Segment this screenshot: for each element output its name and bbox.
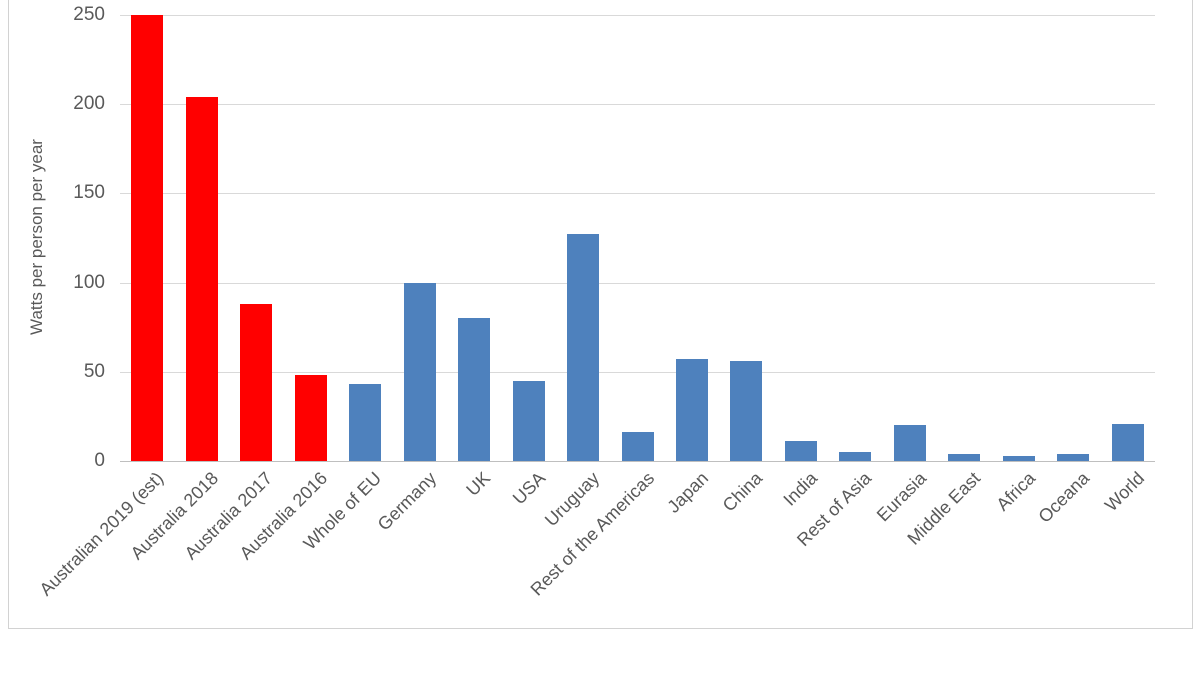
plot-area: 0 50 100 150 200 250 Australian 2019 (est) Aust… bbox=[36, 4, 1155, 600]
x-tick-label: World bbox=[1100, 468, 1148, 516]
bar bbox=[730, 361, 763, 461]
x-axis-line bbox=[120, 461, 1155, 462]
bar bbox=[948, 453, 981, 461]
gridline bbox=[120, 15, 1155, 16]
bar bbox=[131, 15, 164, 461]
bar bbox=[675, 359, 708, 461]
bar bbox=[1111, 423, 1144, 461]
bar bbox=[839, 452, 872, 461]
bar bbox=[240, 304, 273, 461]
bar bbox=[458, 318, 491, 461]
bar-chart: Watts per person per year 0 50 100 150 200 25… bbox=[27, 4, 1155, 600]
bar bbox=[784, 441, 817, 461]
x-tick-label: Oceana bbox=[1034, 468, 1094, 527]
x-tick-label: Africa bbox=[992, 468, 1039, 515]
y-tick-label: 50 bbox=[83, 360, 105, 382]
bar bbox=[893, 425, 926, 461]
y-tick-label: 200 bbox=[73, 93, 105, 115]
bar bbox=[567, 234, 600, 461]
bar bbox=[403, 282, 436, 461]
gridline bbox=[120, 371, 1155, 373]
bar bbox=[294, 375, 327, 461]
bar bbox=[621, 432, 654, 461]
y-tick-label: 0 bbox=[94, 450, 105, 471]
y-tick-label: 250 bbox=[73, 4, 105, 25]
gridline bbox=[120, 282, 1155, 284]
bar bbox=[512, 380, 545, 461]
gridline bbox=[120, 104, 1155, 106]
bar bbox=[349, 384, 382, 461]
bar bbox=[185, 97, 218, 461]
y-tick-label: 100 bbox=[73, 271, 105, 293]
bar bbox=[1002, 455, 1035, 461]
gridline bbox=[120, 193, 1155, 195]
y-tick-label: 150 bbox=[73, 182, 105, 204]
bar bbox=[1057, 453, 1090, 461]
